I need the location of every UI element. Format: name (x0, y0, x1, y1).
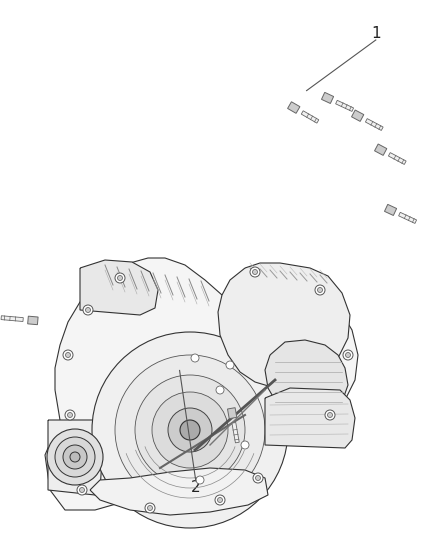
Circle shape (343, 350, 353, 360)
Circle shape (47, 429, 103, 485)
Circle shape (77, 485, 87, 495)
Circle shape (226, 361, 234, 369)
Text: 2: 2 (191, 480, 201, 495)
Polygon shape (227, 408, 237, 418)
Polygon shape (385, 204, 397, 215)
Circle shape (70, 452, 80, 462)
Circle shape (152, 392, 228, 468)
Circle shape (191, 354, 199, 362)
Circle shape (63, 445, 87, 469)
Circle shape (66, 352, 71, 358)
Polygon shape (389, 152, 406, 165)
Circle shape (83, 305, 93, 315)
Circle shape (85, 308, 91, 312)
Polygon shape (321, 92, 334, 103)
Circle shape (115, 273, 125, 283)
Circle shape (65, 410, 75, 420)
Circle shape (315, 285, 325, 295)
Polygon shape (28, 316, 38, 325)
Circle shape (80, 488, 85, 492)
Circle shape (145, 503, 155, 513)
Circle shape (218, 497, 223, 503)
Circle shape (325, 410, 335, 420)
Text: 1: 1 (371, 26, 381, 41)
Polygon shape (232, 423, 239, 443)
Circle shape (255, 475, 261, 481)
PathPatch shape (90, 468, 268, 515)
Circle shape (55, 437, 95, 477)
PathPatch shape (45, 258, 358, 510)
PathPatch shape (265, 388, 355, 448)
Circle shape (328, 413, 332, 417)
Circle shape (117, 276, 123, 280)
Circle shape (196, 476, 204, 484)
Circle shape (241, 441, 249, 449)
PathPatch shape (265, 340, 348, 422)
Polygon shape (301, 111, 319, 123)
Polygon shape (336, 100, 353, 111)
Circle shape (135, 375, 245, 485)
Circle shape (148, 505, 152, 511)
PathPatch shape (80, 260, 158, 315)
Circle shape (215, 495, 225, 505)
Polygon shape (288, 102, 300, 114)
Polygon shape (365, 119, 383, 131)
Circle shape (252, 270, 258, 274)
Circle shape (180, 420, 200, 440)
PathPatch shape (218, 263, 350, 388)
Circle shape (115, 355, 265, 505)
Circle shape (253, 473, 263, 483)
Polygon shape (1, 316, 23, 321)
Circle shape (168, 408, 212, 452)
Circle shape (216, 386, 224, 394)
Circle shape (67, 413, 73, 417)
Circle shape (318, 287, 322, 293)
Circle shape (92, 332, 288, 528)
Polygon shape (374, 144, 387, 156)
Polygon shape (352, 110, 364, 122)
Circle shape (250, 267, 260, 277)
Circle shape (346, 352, 350, 358)
PathPatch shape (48, 420, 102, 495)
Polygon shape (399, 212, 417, 223)
Circle shape (63, 350, 73, 360)
